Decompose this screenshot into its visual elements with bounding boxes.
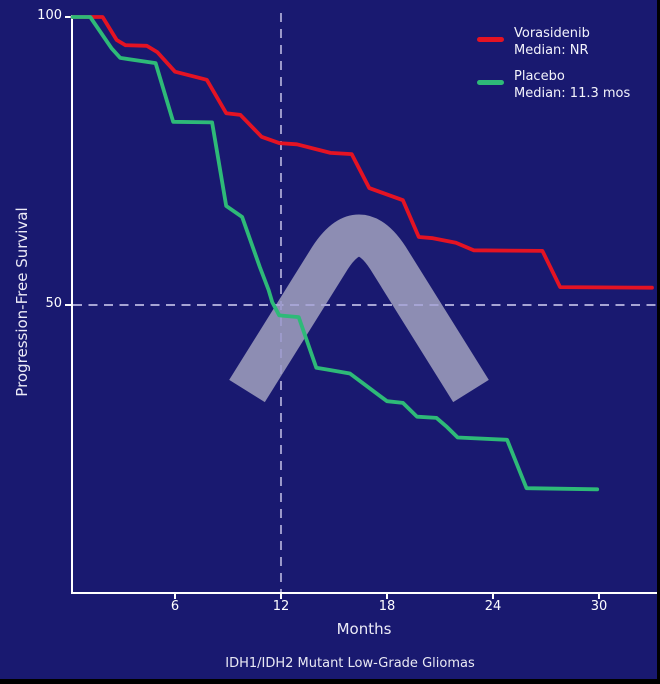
arch-logo-watermark-icon — [229, 214, 489, 403]
legend-series-median: Median: NR — [514, 43, 589, 58]
legend: Vorasidenib Median: NR Placebo Median: 1… — [477, 25, 630, 102]
y-tick-label: 100 — [37, 8, 62, 23]
placebo-curve — [70, 15, 600, 492]
placebo-line-swatch — [477, 80, 504, 85]
axis-spines — [71, 15, 657, 594]
legend-series-name: Vorasidenib — [514, 26, 590, 41]
vorasidenib-line-swatch — [477, 37, 504, 42]
x-tick-label: 30 — [590, 599, 608, 614]
legend-item-placebo: Placebo Median: 11.3 mos — [477, 68, 630, 102]
legend-series-name: Placebo — [514, 69, 565, 84]
y-tick-label: 50 — [45, 296, 62, 311]
legend-series-median: Median: 11.3 mos — [514, 86, 631, 101]
x-tick-label: 18 — [378, 599, 396, 614]
chart-caption: IDH1/IDH2 Mutant Low-Grade Gliomas — [225, 656, 475, 671]
x-axis-label: Months — [336, 620, 392, 638]
x-tick-label: 24 — [484, 599, 502, 614]
x-tick-label: 6 — [170, 599, 180, 614]
x-tick-label: 12 — [272, 599, 290, 614]
legend-item-vorasidenib: Vorasidenib Median: NR — [477, 25, 630, 59]
axis-tick-marks — [65, 16, 600, 599]
window-edge-bottom — [0, 679, 660, 684]
window-edge-right — [657, 0, 660, 684]
vorasidenib-curve — [70, 15, 654, 290]
